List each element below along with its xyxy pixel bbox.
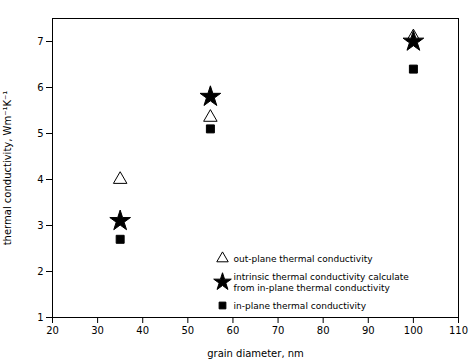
- svg-text:100: 100: [404, 325, 423, 336]
- svg-text:thermal conductivity, Wm⁻¹K⁻¹: thermal conductivity, Wm⁻¹K⁻¹: [2, 91, 13, 246]
- svg-text:3: 3: [37, 220, 43, 231]
- svg-text:80: 80: [317, 325, 330, 336]
- svg-text:70: 70: [272, 325, 285, 336]
- svg-text:in-plane thermal conductivity: in-plane thermal conductivity: [234, 301, 367, 311]
- svg-text:90: 90: [362, 325, 375, 336]
- svg-text:1: 1: [37, 312, 43, 323]
- svg-text:20: 20: [46, 325, 59, 336]
- svg-text:50: 50: [181, 325, 194, 336]
- svg-text:5: 5: [37, 128, 43, 139]
- svg-text:30: 30: [91, 325, 104, 336]
- svg-text:2: 2: [37, 266, 43, 277]
- svg-text:110: 110: [449, 325, 468, 336]
- svg-text:6: 6: [37, 82, 43, 93]
- svg-text:60: 60: [227, 325, 240, 336]
- svg-text:4: 4: [37, 174, 43, 185]
- svg-text:7: 7: [37, 36, 43, 47]
- svg-text:out-plane thermal conductivity: out-plane thermal conductivity: [234, 254, 374, 264]
- svg-text:grain diameter, nm: grain diameter, nm: [207, 348, 304, 359]
- svg-text:40: 40: [136, 325, 149, 336]
- svg-text:intrinsic thermal conductivity: intrinsic thermal conductivity calculate…: [234, 272, 410, 293]
